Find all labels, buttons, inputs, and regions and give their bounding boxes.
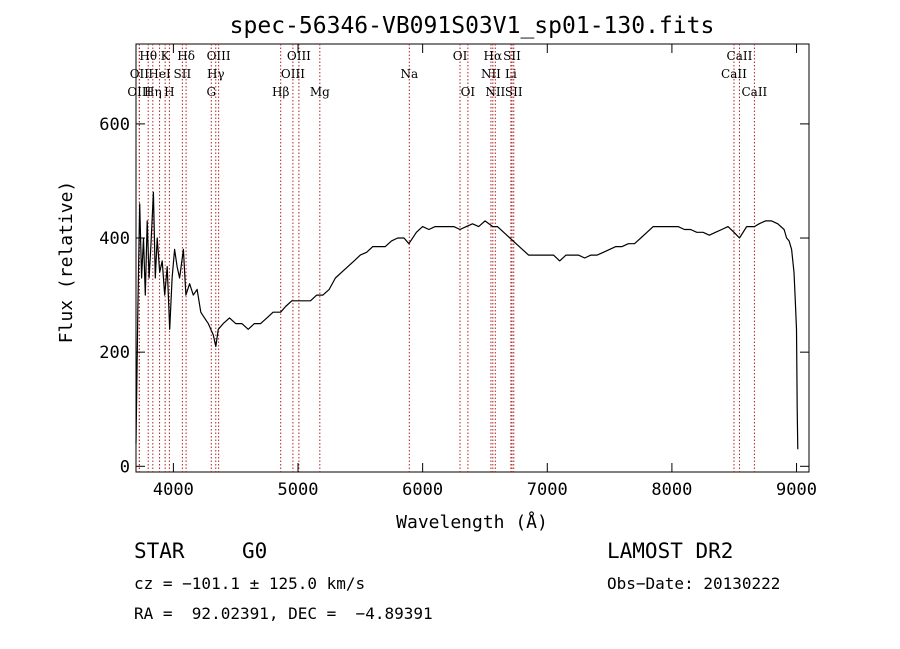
line-label-11: OIII [207,49,231,63]
line-label-4: HeI [148,67,171,81]
spectrum-series [135,191,799,450]
redshift-text: cz = −101.1 ± 125.0 km/s [134,574,366,593]
x-axis-label: Wavelength (Å) [396,511,548,533]
line-label-26: CaII [727,49,753,63]
line-label-14: OIII [287,49,311,63]
y-tick-label-400: 400 [99,229,130,249]
spectral-line-labels: OIIOIIIHθHηHeIKHSIIHδGHγOIIIHβOIIIOIIIMg… [127,49,767,99]
line-label-1: OIII [127,85,151,99]
x-tick-label-9000: 9000 [776,480,817,500]
x-tick-label-4000: 4000 [153,480,194,500]
line-label-6: H [164,85,174,99]
line-label-2: Hθ [139,49,157,63]
y-tick-label-200: 200 [99,343,130,363]
line-label-10: Hγ [207,67,225,81]
line-label-0: OII [130,67,150,81]
line-label-23: SII [503,49,521,63]
plot-frame [135,43,810,473]
line-label-12: Hβ [272,85,289,99]
line-label-18: OI [461,85,476,99]
x-tick-label-7000: 7000 [527,480,568,500]
line-label-20: Hα [484,49,503,63]
line-label-21: NII [485,85,505,99]
spectrum-line-0 [135,191,799,450]
line-label-17: OI [453,49,468,63]
spectral-line-markers [138,44,755,472]
x-tick-label-8000: 8000 [651,480,692,500]
y-axis-label: Flux (relative) [56,181,77,344]
survey-label: LAMOST DR2 [607,539,734,563]
x-tick-label-5000: 5000 [278,480,319,500]
class-label: STAR [134,539,185,563]
line-label-3: Hη [144,85,162,99]
line-label-5: K [161,49,171,63]
line-label-25: CaII [721,67,747,81]
line-label-27: CaII [741,85,767,99]
line-label-7: SII [174,67,192,81]
line-label-13: OIII [281,67,305,81]
ra-dec-text: RA = 92.02391, DEC = −4.89391 [134,604,433,623]
line-label-19: NII [481,67,501,81]
line-label-24: SII [505,85,523,99]
x-tick-label-6000: 6000 [402,480,443,500]
line-label-9: G [206,85,216,99]
line-label-22: Li [505,67,517,81]
subclass-label: G0 [242,539,268,563]
obs-date-text: Obs−Date: 20130222 [607,574,781,593]
line-label-8: Hδ [177,49,195,63]
axis-ticks: 4000 5000 6000 7000 8000 9000 0 200 400 600 [99,44,817,500]
y-tick-label-600: 600 [99,115,130,135]
chart-title: spec-56346-VB091S03V1_sp01-130.fits [230,13,715,39]
y-tick-label-0: 0 [120,457,130,477]
line-label-16: Na [400,67,418,81]
line-label-15: Mg [310,85,330,99]
